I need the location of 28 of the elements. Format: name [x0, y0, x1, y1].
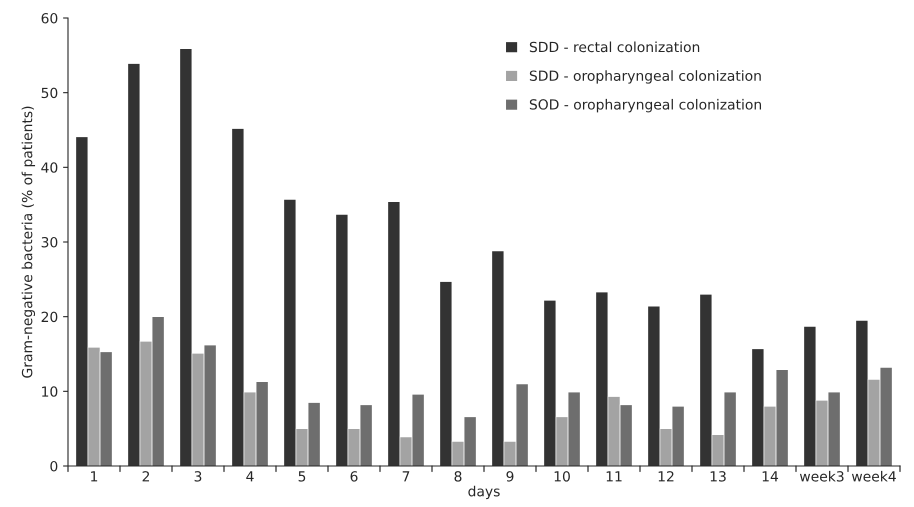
x-tick-label: 3: [194, 471, 202, 482]
x-tick-label: 14: [762, 471, 778, 482]
x-tick-label: 13: [710, 471, 726, 482]
x-tick-label: 8: [454, 471, 462, 482]
x-tick-label: 12: [658, 471, 674, 482]
x-tick-label: week3: [800, 470, 844, 482]
y-tick-label: 60: [42, 12, 58, 24]
x-tick-label: 4: [246, 471, 254, 482]
x-axis-title: days: [468, 486, 500, 500]
x-tick-label: 10: [554, 471, 570, 482]
x-tick-label: week4: [852, 470, 896, 482]
x-tick-label: 6: [350, 471, 358, 482]
legend-label: SDD - rectal colonization: [530, 41, 700, 52]
x-tick-label: 2: [142, 471, 150, 482]
x-tick-label: 11: [606, 471, 622, 482]
x-tick-label: 9: [506, 471, 514, 482]
y-tick-label: 20: [42, 312, 58, 322]
y-tick-label: 10: [42, 386, 58, 397]
y-tick-label: 50: [42, 88, 58, 98]
x-tick-label: 5: [298, 471, 306, 482]
y-tick-label: 30: [42, 236, 58, 248]
y-tick-label: 0: [50, 460, 58, 472]
legend-label: SDD - oropharyngeal colonization: [530, 70, 761, 84]
x-tick-label: 7: [402, 471, 410, 482]
y-axis-title: Gram-negative bacteria (% of patients): [22, 106, 36, 378]
y-tick-label: 40: [41, 162, 58, 173]
legend-label: SOD - oropharyngeal colonization: [530, 98, 762, 112]
x-tick-label: 1: [91, 471, 98, 482]
